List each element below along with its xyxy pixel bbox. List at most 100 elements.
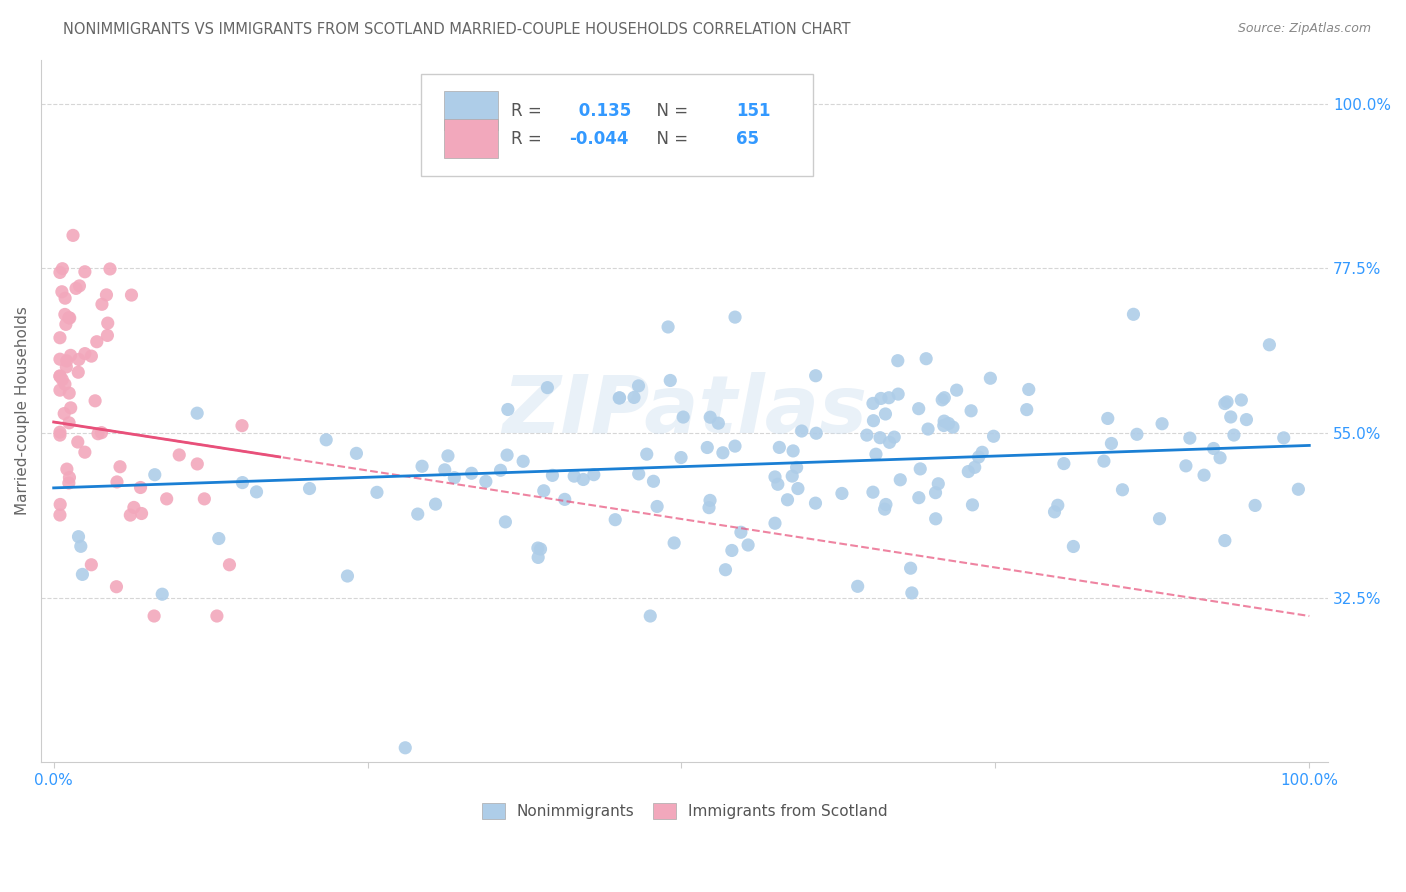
Point [862, 396, 884, 410]
Point [51, 373, 73, 387]
Point [887, 353, 910, 368]
Point [931, 392, 953, 407]
Point [529, 542, 551, 557]
Point [67, 352, 90, 367]
Point [69, 539, 91, 553]
Point [711, 446, 734, 460]
Text: Source: ZipAtlas.com: Source: ZipAtlas.com [1237, 22, 1371, 36]
Point [804, 368, 827, 383]
Point [49, 368, 72, 383]
Point [724, 310, 747, 325]
Point [59, 310, 82, 325]
Point [425, 497, 447, 511]
Text: 65: 65 [737, 129, 759, 148]
Point [411, 459, 433, 474]
Point [105, 475, 128, 489]
Point [56, 462, 79, 476]
Text: -0.044: -0.044 [569, 129, 628, 148]
Point [394, 740, 416, 755]
Point [657, 320, 679, 334]
Point [862, 485, 884, 500]
Point [1244, 499, 1267, 513]
Point [72, 567, 94, 582]
Point [53, 407, 76, 421]
Point [67, 278, 90, 293]
Point [983, 429, 1005, 443]
Point [562, 469, 585, 483]
Point [205, 609, 228, 624]
Point [724, 439, 747, 453]
Point [763, 470, 786, 484]
Point [707, 416, 730, 430]
Point [1192, 468, 1215, 483]
Point [541, 468, 564, 483]
Point [156, 491, 179, 506]
Point [150, 587, 173, 601]
Point [1122, 307, 1144, 321]
Point [1149, 512, 1171, 526]
Point [957, 465, 980, 479]
Text: ZIPatlas: ZIPatlas [502, 372, 868, 450]
Point [66, 435, 89, 450]
Point [846, 579, 869, 593]
Point [623, 391, 645, 405]
Point [1043, 505, 1066, 519]
Point [607, 391, 630, 405]
Point [90, 425, 112, 440]
Point [900, 561, 922, 575]
Point [536, 381, 558, 395]
Bar [444, 91, 498, 130]
Point [790, 424, 813, 438]
Point [533, 483, 555, 498]
FancyBboxPatch shape [420, 74, 813, 176]
Point [875, 407, 897, 421]
Point [942, 420, 965, 434]
Point [862, 414, 884, 428]
Point [84, 393, 107, 408]
Point [645, 500, 668, 514]
Point [143, 609, 166, 624]
Point [1178, 431, 1201, 445]
Point [879, 435, 901, 450]
Point [49, 265, 72, 279]
Point [1216, 395, 1239, 409]
Point [406, 507, 429, 521]
Point [58, 386, 80, 401]
Point [489, 463, 512, 477]
Point [108, 459, 131, 474]
Point [494, 515, 516, 529]
Point [554, 492, 576, 507]
Point [87, 426, 110, 441]
Point [865, 447, 887, 461]
Point [806, 426, 828, 441]
Point [55, 354, 77, 368]
Point [877, 391, 900, 405]
Point [856, 428, 879, 442]
Point [875, 498, 897, 512]
Point [730, 525, 752, 540]
Point [120, 508, 142, 522]
Point [122, 500, 145, 515]
Point [49, 352, 72, 367]
Point [1236, 412, 1258, 426]
Point [53, 291, 76, 305]
Point [924, 512, 946, 526]
Point [963, 460, 986, 475]
Point [51, 261, 73, 276]
Point [91, 297, 114, 311]
Point [80, 349, 103, 363]
Point [1015, 402, 1038, 417]
Point [67, 365, 90, 379]
Point [59, 348, 82, 362]
Point [721, 543, 744, 558]
Point [737, 538, 759, 552]
Point [231, 418, 253, 433]
Point [636, 447, 658, 461]
Point [73, 265, 96, 279]
Point [887, 387, 910, 401]
Point [437, 449, 460, 463]
Point [143, 467, 166, 482]
Point [582, 467, 605, 482]
Point [80, 558, 103, 572]
Text: NONIMMIGRANTS VS IMMIGRANTS FROM SCOTLAND MARRIED-COUPLE HOUSEHOLDS CORRELATION : NONIMMIGRANTS VS IMMIGRANTS FROM SCOTLAN… [63, 22, 851, 37]
